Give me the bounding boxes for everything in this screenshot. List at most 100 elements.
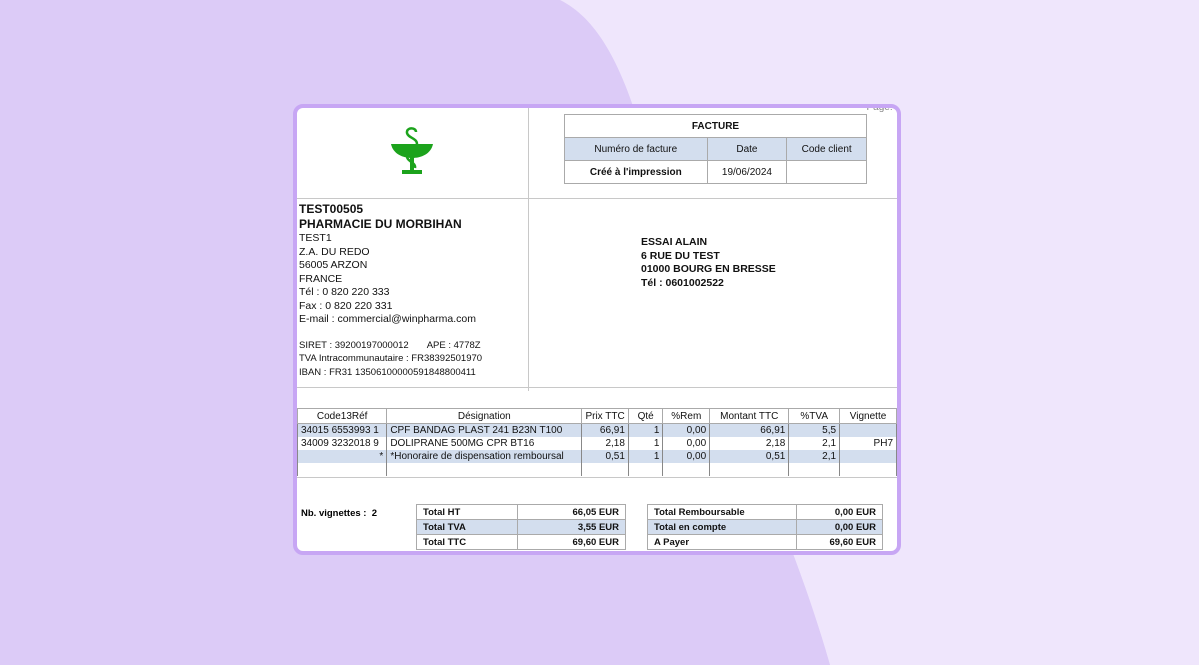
table-cell: 34015 6553993 1 bbox=[297, 423, 388, 437]
table-cell bbox=[662, 463, 711, 476]
table-cell bbox=[788, 463, 841, 476]
table-cell: 0,00 bbox=[662, 437, 711, 450]
col-date: Date bbox=[706, 137, 788, 161]
total-label: A Payer bbox=[646, 534, 798, 550]
sender-code: TEST00505 bbox=[299, 202, 364, 216]
column-header: Montant TTC bbox=[709, 408, 790, 424]
table-cell: 2,18 bbox=[709, 437, 790, 450]
column-header: %TVA bbox=[788, 408, 841, 424]
table-cell: 1 bbox=[627, 423, 664, 437]
table-cell: 1 bbox=[627, 437, 664, 450]
total-row: Total TTC 69,60 EUR bbox=[415, 534, 626, 550]
total-value: 66,05 EUR bbox=[517, 504, 626, 520]
table-cell: PH7 bbox=[839, 437, 897, 450]
nb-vignettes-label: Nb. vignettes : bbox=[301, 508, 367, 519]
nb-vignettes: Nb. vignettes : 2 bbox=[301, 508, 377, 519]
column-header: %Rem bbox=[662, 408, 711, 424]
table-cell: * bbox=[297, 450, 388, 463]
sender-address: TEST00505 PHARMACIE DU MORBIHAN TEST1 Z.… bbox=[299, 202, 482, 379]
ape: APE : 4778Z bbox=[426, 339, 481, 351]
column-header: Prix TTC bbox=[581, 408, 629, 424]
invoice-title: FACTURE bbox=[564, 114, 867, 138]
table-cell bbox=[297, 463, 388, 476]
nb-vignettes-value: 2 bbox=[371, 508, 378, 519]
siret: SIRET : 39200197000012 bbox=[299, 339, 409, 351]
table-cell: 5,5 bbox=[788, 423, 841, 437]
tva-number: TVA Intracommunautaire : FR38392501970 bbox=[299, 353, 483, 364]
column-header: Code13Réf bbox=[297, 408, 388, 424]
invoice-date: 19/06/2024 bbox=[706, 160, 788, 184]
divider bbox=[297, 477, 897, 478]
table-cell bbox=[839, 423, 897, 437]
totals-right-table: Total Remboursable 0,00 EUR Total en compt… bbox=[646, 504, 883, 550]
pharmacy-caduceus-icon bbox=[391, 127, 433, 174]
table-cell: DOLIPRANE 500MG CPR BT16 bbox=[386, 437, 583, 450]
client-code bbox=[786, 160, 867, 184]
total-label: Total Remboursable bbox=[646, 504, 798, 520]
total-value: 3,55 EUR bbox=[517, 519, 626, 535]
total-label: Total TTC bbox=[415, 534, 519, 550]
table-cell bbox=[581, 463, 629, 476]
sender-line: 56005 ARZON bbox=[299, 259, 368, 271]
table-cell bbox=[709, 463, 790, 476]
recipient-phone: Tél : 0601002522 bbox=[641, 276, 724, 289]
column-header: Vignette bbox=[839, 408, 897, 424]
table-cell bbox=[386, 463, 583, 476]
invoice-number: Créé à l'impression bbox=[564, 160, 708, 184]
sender-line: Z.A. DU REDO bbox=[299, 245, 370, 258]
totals-left-table: Total HT 66,05 EUR Total TVA 3,55 EUR Total … bbox=[415, 504, 626, 550]
sender-email: E-mail : commercial@winpharma.com bbox=[299, 313, 476, 325]
sender-line: TEST1 bbox=[299, 232, 332, 244]
table-cell bbox=[839, 450, 897, 463]
total-row: Total Remboursable 0,00 EUR bbox=[646, 504, 883, 520]
sender-phone: Tél : 0 820 220 333 bbox=[299, 286, 390, 298]
col-invoice-number: Numéro de facture bbox=[564, 137, 708, 161]
recipient-line: ESSAI ALAIN bbox=[641, 236, 708, 248]
total-value: 69,60 EUR bbox=[796, 534, 883, 550]
total-row: Total en compte 0,00 EUR bbox=[646, 519, 883, 535]
table-cell: 2,18 bbox=[581, 437, 629, 450]
page-number: Page: 1 bbox=[866, 104, 901, 113]
table-cell: 1 bbox=[627, 450, 664, 463]
table-row: 34009 3232018 9 DOLIPRANE 500MG CPR BT16 2… bbox=[297, 437, 897, 450]
divider bbox=[297, 198, 897, 199]
table-cell: 0,00 bbox=[662, 450, 711, 463]
total-row: A Payer 69,60 EUR bbox=[646, 534, 883, 550]
items-table: Code13Réf Désignation Prix TTC Qté %Rem Monta… bbox=[297, 408, 897, 476]
table-row: * *Honoraire de dispensation remboursal 0,… bbox=[297, 450, 897, 463]
invoice-document: Page: 1 FACTURE Numéro de facture Date C… bbox=[293, 104, 901, 555]
sender-line: FRANCE bbox=[299, 272, 343, 285]
table-row bbox=[297, 463, 897, 476]
table-cell: 34009 3232018 9 bbox=[297, 437, 388, 450]
table-cell: 66,91 bbox=[709, 423, 790, 437]
total-value: 69,60 EUR bbox=[517, 534, 626, 550]
col-client-code: Code client bbox=[786, 137, 867, 161]
recipient-line: 6 RUE DU TEST bbox=[641, 249, 720, 262]
total-value: 0,00 EUR bbox=[796, 519, 883, 535]
table-cell: 0,00 bbox=[662, 423, 711, 437]
table-cell: *Honoraire de dispensation remboursal bbox=[386, 450, 583, 463]
sender-name: PHARMACIE DU MORBIHAN bbox=[299, 217, 462, 231]
recipient-address: ESSAI ALAIN 6 RUE DU TEST 01000 BOURG EN… bbox=[641, 236, 776, 290]
sender-fax: Fax : 0 820 220 331 bbox=[299, 299, 393, 312]
table-cell: 0,51 bbox=[709, 450, 790, 463]
iban: IBAN : FR31 13506100000591848800411 bbox=[299, 366, 476, 378]
total-row: Total HT 66,05 EUR bbox=[415, 504, 626, 520]
total-label: Total en compte bbox=[646, 519, 798, 535]
total-label: Total TVA bbox=[415, 519, 519, 535]
total-row: Total TVA 3,55 EUR bbox=[415, 519, 626, 535]
column-header: Désignation bbox=[386, 408, 583, 424]
table-cell: 2,1 bbox=[788, 450, 841, 463]
table-cell bbox=[627, 463, 664, 476]
column-header: Qté bbox=[627, 408, 664, 424]
invoice-header-table: FACTURE Numéro de facture Date Code clie… bbox=[564, 114, 867, 184]
table-cell: CPF BANDAG PLAST 241 B23N T100 bbox=[386, 423, 583, 437]
total-label: Total HT bbox=[415, 504, 519, 520]
divider bbox=[297, 387, 897, 388]
table-cell: 0,51 bbox=[581, 450, 629, 463]
divider bbox=[528, 108, 529, 391]
table-cell: 66,91 bbox=[581, 423, 629, 437]
table-row: 34015 6553993 1 CPF BANDAG PLAST 241 B23N… bbox=[297, 423, 897, 437]
table-cell bbox=[839, 463, 897, 476]
table-cell: 2,1 bbox=[788, 437, 841, 450]
